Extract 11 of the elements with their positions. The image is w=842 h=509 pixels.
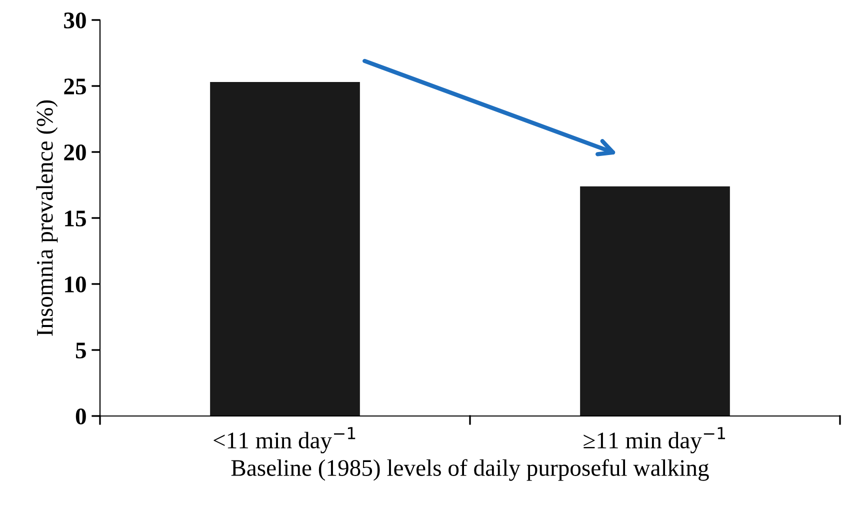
x-tick-label: <11 min day$^{−1}$ — [214, 427, 356, 454]
y-tick-label: 20 — [64, 144, 86, 160]
y-tick-label: 0 — [76, 408, 86, 424]
y-tick-label: 30 — [64, 12, 86, 28]
y-tick-label: 5 — [76, 342, 86, 358]
y-tick-label: 10 — [65, 276, 86, 292]
y-tick-label: 25 — [64, 78, 86, 94]
y-axis-title: Insomnia prevalence (%) — [36, 100, 58, 336]
x-axis-title: Baseline (1985) levels of daily purposeful walking — [231, 459, 709, 481]
x-tick-label: ≥11 min day$^{−1}$ — [584, 427, 726, 454]
y-tick-label: 15 — [65, 210, 86, 226]
